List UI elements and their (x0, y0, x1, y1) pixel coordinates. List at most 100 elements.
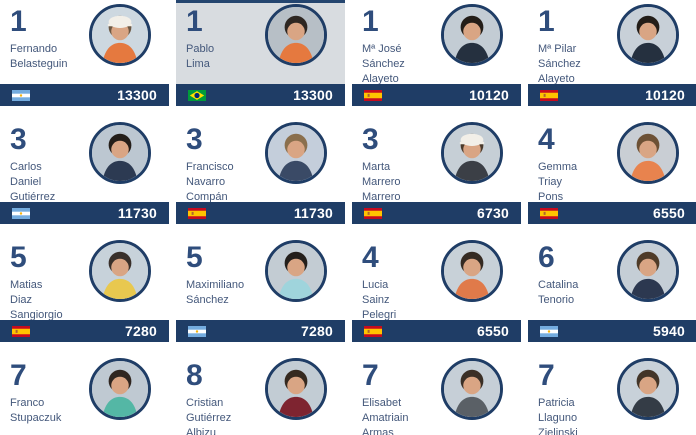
player-rank: 3 (10, 123, 27, 156)
player-name: Lucia Sainz Pelegri (362, 279, 397, 321)
player-info: 4 Lucia Sainz Pelegri (362, 240, 396, 323)
argentina-flag-icon (12, 207, 30, 219)
player-points: 11730 (293, 205, 333, 221)
player-photo (89, 4, 151, 66)
player-rank: 3 (362, 123, 379, 156)
person-photo-icon (268, 361, 324, 417)
person-photo-icon (92, 125, 148, 181)
spain-flag-icon (364, 89, 382, 101)
player-rank: 7 (538, 359, 555, 392)
player-card-top: 8 Cristian Gutiérrez Albizu (176, 354, 345, 435)
player-card[interactable]: 3 Marta Marrero Marrero 6730 (352, 118, 521, 224)
player-photo (617, 240, 679, 302)
points-bar: 7280 (176, 320, 345, 342)
player-info: 1 Mª Pilar Sánchez Alayeto (538, 4, 581, 87)
player-photo (441, 4, 503, 66)
player-card[interactable]: 1 Fernando Belasteguin 13300 (0, 0, 169, 106)
player-photo (617, 122, 679, 184)
spain-flag-icon (364, 89, 382, 101)
player-photo (89, 122, 151, 184)
player-card[interactable]: 3 Francisco Navarro Compán 11730 (176, 118, 345, 224)
player-card-top: 1 Mª José Sánchez Alayeto (352, 0, 521, 87)
player-rank: 3 (186, 123, 203, 156)
player-info: 8 Cristian Gutiérrez Albizu (186, 358, 231, 435)
player-rank: 7 (362, 359, 379, 392)
player-rank: 4 (538, 123, 555, 156)
player-points: 7280 (125, 323, 157, 339)
player-info: 1 Pablo Lima (186, 4, 214, 72)
player-rank: 4 (362, 241, 379, 274)
points-bar: 5940 (528, 320, 696, 342)
player-card-top: 4 Lucia Sainz Pelegri (352, 236, 521, 323)
player-card[interactable]: 1 Pablo Lima 13300 (176, 0, 345, 106)
player-card[interactable]: 7 Franco Stupaczuk (0, 354, 169, 435)
player-card-top: 7 Franco Stupaczuk (0, 354, 169, 426)
person-photo-icon (444, 7, 500, 63)
player-photo (265, 358, 327, 420)
player-photo (617, 4, 679, 66)
person-photo-icon (268, 243, 324, 299)
player-card[interactable]: 1 Mª José Sánchez Alayeto 10120 (352, 0, 521, 106)
player-card[interactable]: 4 Gemma Triay Pons 6550 (528, 118, 696, 224)
points-bar: 13300 (176, 84, 345, 106)
player-points: 6550 (653, 205, 685, 221)
spain-flag-icon (540, 89, 558, 101)
player-photo (617, 358, 679, 420)
player-info: 7 Elisabet Amatriain Armas (362, 358, 408, 435)
player-card[interactable]: 7 Elisabet Amatriain Armas (352, 354, 521, 435)
player-card[interactable]: 8 Cristian Gutiérrez Albizu (176, 354, 345, 435)
player-photo (265, 240, 327, 302)
player-name: Francisco Navarro Compán (186, 161, 234, 203)
player-card-top: 3 Marta Marrero Marrero (352, 118, 521, 205)
spain-flag-icon (364, 325, 382, 337)
spain-flag-icon (12, 325, 30, 337)
player-rank: 5 (186, 241, 203, 274)
player-photo (89, 240, 151, 302)
person-photo-icon (444, 361, 500, 417)
player-card[interactable]: 5 Matias Diaz Sangiorgio 7280 (0, 236, 169, 342)
person-photo-icon (620, 361, 676, 417)
player-card-top: 4 Gemma Triay Pons (528, 118, 696, 205)
player-info: 6 Catalina Tenorio (538, 240, 578, 308)
player-name: Elisabet Amatriain Armas (362, 397, 409, 435)
points-bar: 11730 (176, 202, 345, 224)
points-bar: 7280 (0, 320, 169, 342)
player-rank: 8 (186, 359, 203, 392)
player-photo (265, 4, 327, 66)
player-card-top: 1 Pablo Lima (176, 0, 345, 72)
player-name: Franco Stupaczuk (10, 397, 62, 424)
player-card[interactable]: 5 Maximiliano Sánchez 7280 (176, 236, 345, 342)
argentina-flag-icon (540, 325, 558, 337)
argentina-flag-icon (188, 325, 206, 337)
player-points: 10120 (469, 87, 509, 103)
player-points: 10120 (645, 87, 685, 103)
player-info: 1 Fernando Belasteguin (10, 4, 68, 72)
argentina-flag-icon (188, 325, 206, 337)
person-photo-icon (92, 361, 148, 417)
player-info: 5 Matias Diaz Sangiorgio (10, 240, 63, 323)
points-bar: 10120 (352, 84, 521, 106)
player-points: 6730 (477, 205, 509, 221)
player-card[interactable]: 1 Mª Pilar Sánchez Alayeto 10120 (528, 0, 696, 106)
player-info: 7 Patricia Llaguno Zielinski (538, 358, 578, 435)
player-points: 13300 (293, 87, 333, 103)
points-bar: 13300 (0, 84, 169, 106)
player-info: 3 Francisco Navarro Compán (186, 122, 234, 205)
person-photo-icon (444, 243, 500, 299)
player-name: Marta Marrero Marrero (362, 161, 401, 203)
player-info: 1 Mª José Sánchez Alayeto (362, 4, 405, 87)
points-bar: 6730 (352, 202, 521, 224)
spain-flag-icon (540, 89, 558, 101)
player-card-top: 5 Maximiliano Sánchez (176, 236, 345, 308)
player-card[interactable]: 6 Catalina Tenorio 5940 (528, 236, 696, 342)
player-info: 3 Carlos Daniel Gutiérrez (10, 122, 55, 205)
player-card-top: 6 Catalina Tenorio (528, 236, 696, 308)
person-photo-icon (92, 243, 148, 299)
player-card[interactable]: 7 Patricia Llaguno Zielinski (528, 354, 696, 435)
player-rank: 1 (10, 5, 27, 38)
player-name: Fernando Belasteguin (10, 43, 68, 70)
spain-flag-icon (364, 207, 382, 219)
player-card[interactable]: 4 Lucia Sainz Pelegri 6550 (352, 236, 521, 342)
player-card[interactable]: 3 Carlos Daniel Gutiérrez 11730 (0, 118, 169, 224)
player-name: Mª José Sánchez Alayeto (362, 43, 405, 85)
